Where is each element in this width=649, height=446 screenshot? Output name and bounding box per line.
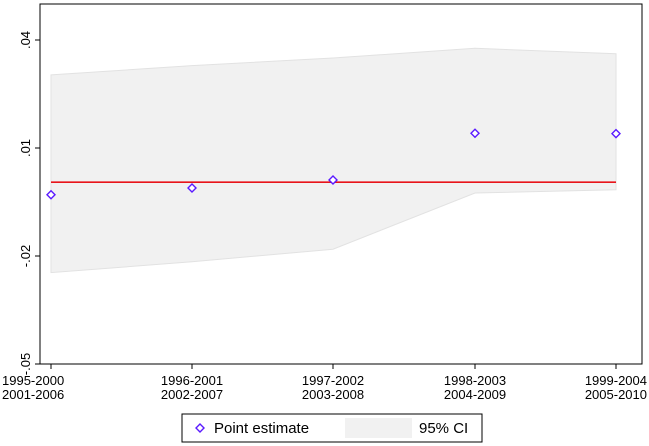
legend-box [181, 413, 483, 443]
plot-area [46, 47, 621, 274]
x-tick-label-2-line2: 2002-2007 [161, 387, 223, 402]
plot-frame [39, 3, 643, 365]
x-tick-label-1-line2: 2001-2006 [2, 387, 64, 402]
x-tick-label-1-line1: 1995-2000 [2, 373, 64, 388]
legend: Point estimate 95% CI [181, 413, 483, 443]
x-tick-label-5-line2: 2005-2010 [585, 387, 647, 402]
x-tick-label-4-line2: 2004-2009 [444, 387, 506, 402]
legend-label-ci: 95% CI [419, 420, 468, 437]
x-tick-label-5-line1: 1999-2004 [585, 373, 647, 388]
legend-label-point-estimate: Point estimate [214, 420, 309, 437]
legend-key-diamond [195, 423, 205, 433]
y-tick-label-1: .04 [18, 31, 33, 49]
x-tick-label-3-line2: 2003-2008 [302, 387, 364, 402]
y-tick-label-2: .01 [18, 139, 33, 157]
ci-band [50, 47, 617, 274]
x-tick-label-4-line1: 1998-2003 [444, 373, 506, 388]
x-tick-label-2-line1: 1996-2001 [161, 373, 223, 388]
x-tick-label-3-line1: 1997-2002 [302, 373, 364, 388]
point-estimate-3 [328, 175, 338, 186]
point-estimate-1 [46, 189, 56, 200]
y-tick-label-3: -.02 [18, 245, 33, 267]
y-tick-label-4: -.05 [18, 353, 33, 375]
point-estimate-2 [187, 182, 197, 193]
point-estimate-5 [611, 128, 621, 139]
legend-key-ci [345, 418, 412, 438]
point-estimate-4 [470, 128, 480, 139]
